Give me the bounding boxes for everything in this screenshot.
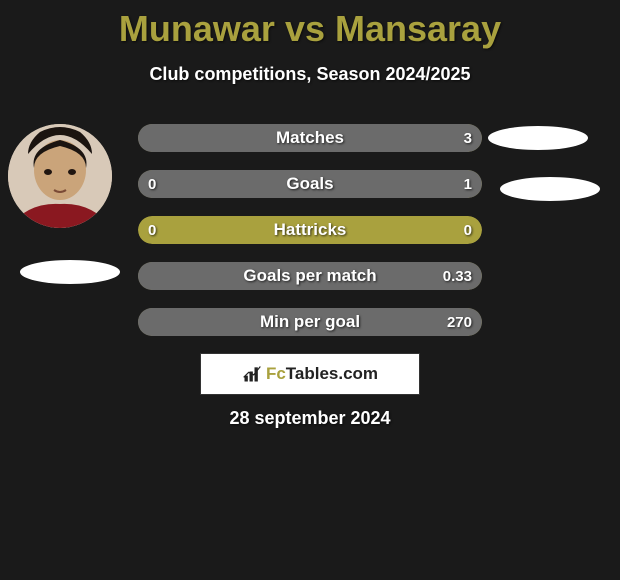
site-logo: FcTables.com bbox=[200, 353, 420, 395]
stat-row: 0.33Goals per match bbox=[138, 262, 482, 290]
page-title: Munawar vs Mansaray bbox=[0, 0, 620, 50]
logo-text: FcTables.com bbox=[266, 364, 378, 384]
stat-label: Matches bbox=[138, 124, 482, 152]
stats-bars: 3Matches 01Goals 00Hattricks 0.33Goals per … bbox=[138, 124, 482, 354]
stat-row: 270Min per goal bbox=[138, 308, 482, 336]
player1-name: Munawar bbox=[119, 8, 275, 49]
subtitle: Club competitions, Season 2024/2025 bbox=[0, 64, 620, 85]
logo-suffix: Tables.com bbox=[286, 364, 378, 383]
stat-row: 01Goals bbox=[138, 170, 482, 198]
stat-label: Goals bbox=[138, 170, 482, 198]
stat-row: 3Matches bbox=[138, 124, 482, 152]
vs-separator: vs bbox=[285, 8, 325, 49]
stat-label: Hattricks bbox=[138, 216, 482, 244]
stat-label: Min per goal bbox=[138, 308, 482, 336]
player2-name-pill-2 bbox=[500, 177, 600, 201]
player2-name: Mansaray bbox=[335, 8, 501, 49]
player1-avatar bbox=[8, 124, 112, 228]
player1-name-pill bbox=[20, 260, 120, 284]
bar-chart-icon bbox=[242, 364, 262, 384]
date-line: 28 september 2024 bbox=[0, 408, 620, 429]
stat-label: Goals per match bbox=[138, 262, 482, 290]
player2-name-pill-1 bbox=[488, 126, 588, 150]
stat-row: 00Hattricks bbox=[138, 216, 482, 244]
logo-prefix: Fc bbox=[266, 364, 286, 383]
